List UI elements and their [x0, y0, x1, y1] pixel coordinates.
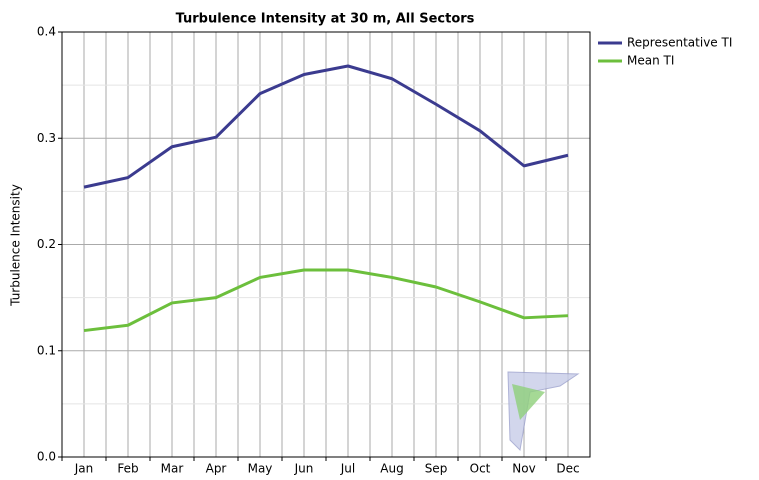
x-tick-label: Apr	[206, 462, 227, 476]
x-tick-label: May	[248, 462, 273, 476]
y-tick-label: 0.1	[37, 343, 56, 357]
y-tick-label: 0.2	[37, 237, 56, 251]
legend-label: Representative TI	[627, 36, 732, 50]
x-tick-label: Jul	[340, 462, 355, 476]
y-tick-label: 0.4	[37, 25, 56, 39]
legend-label: Mean TI	[627, 54, 674, 68]
chart-title: Turbulence Intensity at 30 m, All Sector…	[176, 12, 475, 27]
y-tick-label: 0.3	[37, 131, 56, 145]
x-tick-label: Dec	[556, 462, 579, 476]
x-tick-label: Oct	[470, 462, 491, 476]
x-tick-label: Aug	[380, 462, 403, 476]
x-tick-label: Feb	[117, 462, 138, 476]
x-tick-label: Mar	[161, 462, 184, 476]
y-axis-label: Turbulence Intensity	[9, 184, 23, 307]
x-tick-label: Sep	[425, 462, 448, 476]
x-tick-label: Nov	[512, 462, 535, 476]
y-tick-label: 0.0	[37, 450, 56, 464]
x-tick-label: Jun	[294, 462, 314, 476]
series-line	[83, 64, 569, 189]
x-tick-label: Jan	[74, 462, 94, 476]
series-line	[83, 268, 569, 333]
logo-accent	[512, 384, 545, 420]
